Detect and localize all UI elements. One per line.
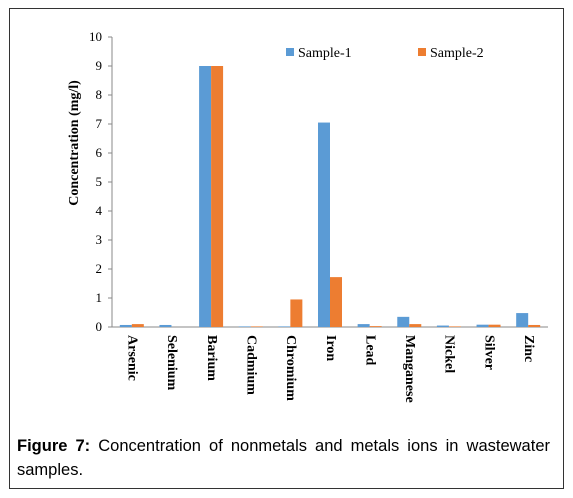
bar — [159, 324, 172, 327]
x-tick-label: Selenium — [164, 335, 179, 391]
y-tick-label: 1 — [96, 290, 103, 305]
y-tick-label: 3 — [96, 232, 103, 247]
y-tick-label: 6 — [96, 145, 103, 160]
legend-swatch — [286, 48, 294, 56]
x-tick-label: Nickel — [442, 335, 457, 373]
bar — [369, 326, 382, 327]
bar — [330, 277, 342, 327]
chart: Concentration (mg/l) 0 1 2 3 4 5 6 7 8 9 10 Arsenic… — [67, 29, 548, 403]
y-tick-label: 5 — [96, 174, 103, 189]
bar — [397, 316, 410, 327]
y-tick-label: 9 — [96, 58, 103, 73]
y-tick-label: 8 — [96, 87, 103, 102]
y-tick-label: 0 — [96, 319, 103, 334]
x-tick-label: Barium — [204, 335, 219, 381]
caption: Figure 7: Concentration of nonmetals and… — [17, 434, 550, 482]
x-tick-label: Zinc — [521, 335, 536, 362]
bar — [131, 324, 144, 327]
x-tick-label: Iron — [323, 335, 338, 361]
bar — [436, 325, 449, 327]
y-tick-label: 2 — [96, 261, 103, 276]
bar — [290, 299, 303, 327]
legend-label: Sample-2 — [430, 46, 484, 61]
bar — [448, 326, 461, 327]
x-tick-label: Arsenic — [125, 335, 140, 381]
legend-swatch — [418, 48, 426, 56]
bar — [238, 326, 251, 327]
bar — [516, 313, 529, 327]
bar — [318, 122, 330, 327]
x-tick-label: Silver — [481, 335, 496, 370]
caption-label: Figure 7: — [17, 437, 91, 455]
bar — [211, 66, 224, 327]
bar — [250, 326, 263, 327]
bar — [278, 326, 291, 327]
y-axis-label: Concentration (mg/l) — [67, 80, 82, 206]
figure-frame — [9, 8, 564, 489]
bar — [528, 324, 541, 327]
y-tick-label: 7 — [96, 116, 103, 131]
y-tick-label: 10 — [89, 29, 102, 44]
caption-text: Concentration of nonmetals and metals io… — [17, 437, 550, 479]
bar — [199, 66, 212, 327]
bar — [488, 324, 501, 327]
x-tick-label: Manganese — [402, 335, 417, 403]
legend-label: Sample-1 — [298, 46, 352, 61]
bar — [357, 324, 370, 327]
y-tick-label: 4 — [96, 203, 103, 218]
x-tick-label: Cadmium — [244, 335, 259, 395]
bar — [119, 324, 132, 327]
x-tick-label: Lead — [362, 335, 377, 366]
bar — [476, 324, 489, 327]
x-tick-label: Chromium — [283, 335, 298, 401]
bar — [409, 324, 422, 327]
